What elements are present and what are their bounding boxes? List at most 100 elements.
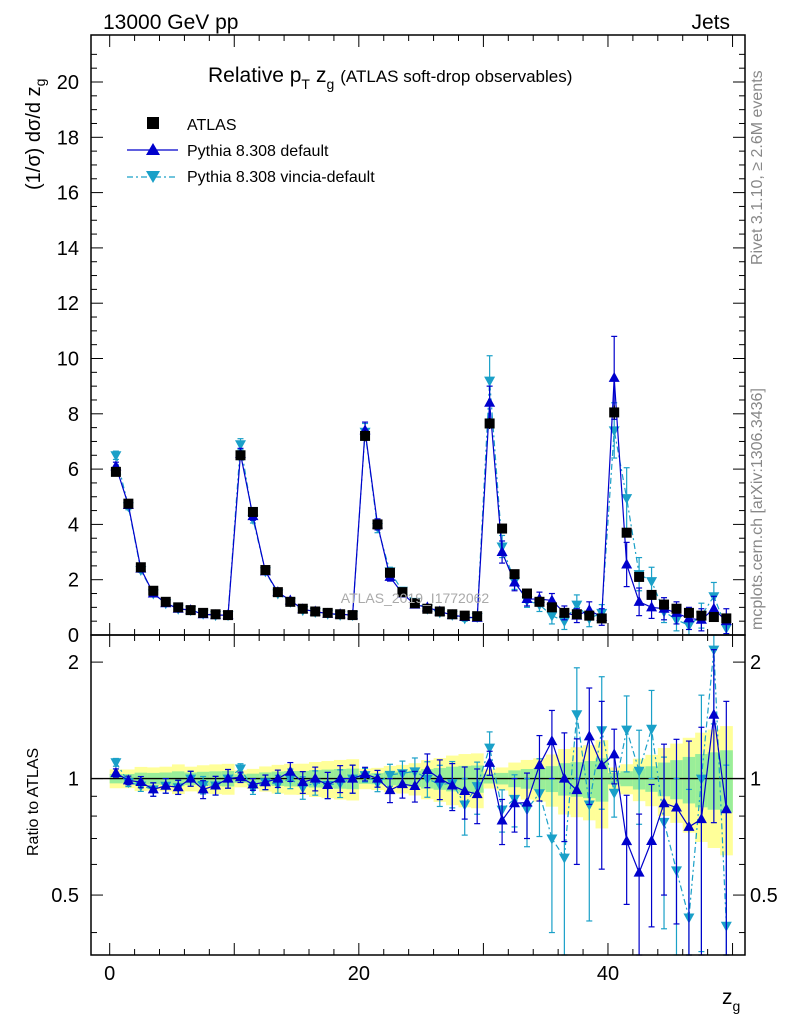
legend-atlas-label: ATLAS [187, 117, 237, 134]
data-point-atlas [110, 466, 121, 477]
data-point-atlas [397, 587, 408, 598]
ratio-point-default [110, 766, 122, 777]
ratio-point-vincia [110, 758, 122, 769]
data-point-default [496, 546, 508, 557]
data-point-atlas [297, 603, 308, 614]
x-axis-label: zg [722, 986, 740, 1014]
y-axis-label-main-text: (1/σ) dσ/d z [23, 86, 45, 190]
y-axis-label-main-sub: g [32, 79, 48, 87]
title-suffix: (ATLAS soft-drop observables) [340, 67, 572, 86]
data-point-atlas [123, 498, 134, 509]
ratio-point-vincia [633, 766, 645, 777]
ratio-point-vincia [234, 764, 246, 775]
y-tick-label-main: 6 [68, 459, 79, 481]
data-point-atlas [609, 407, 620, 418]
ratio-point-default [633, 866, 645, 877]
data-point-atlas [422, 603, 433, 614]
data-point-default [546, 594, 558, 605]
ratio-point-default [122, 774, 134, 785]
plot-title: Relative pT zg (ATLAS soft-drop observable… [208, 64, 572, 92]
data-point-vincia [484, 376, 496, 387]
data-point-atlas [683, 607, 694, 618]
ratio-point-default [558, 772, 570, 783]
y-tick-label-ratio-right: 1 [750, 769, 761, 791]
main-panel-data [110, 335, 732, 636]
data-point-atlas [659, 599, 670, 610]
ratio-point-vincia [608, 788, 620, 799]
data-point-atlas [708, 612, 719, 623]
data-point-atlas [721, 613, 732, 624]
ratio-point-default [708, 708, 720, 719]
ratio-point-default [596, 759, 608, 770]
ratio-point-default [322, 779, 334, 790]
title-main: Relative p [208, 64, 301, 87]
ratio-point-default [459, 785, 471, 796]
ratio-point-default [608, 748, 620, 759]
ratio-point-default [658, 797, 670, 808]
ratio-point-vincia [384, 770, 396, 781]
ratio-line-2 [115, 649, 727, 926]
data-point-atlas [223, 610, 234, 621]
ratio-point-default [384, 784, 396, 795]
data-point-atlas [434, 606, 445, 617]
ratio-point-default [185, 772, 197, 783]
data-point-atlas [185, 605, 196, 616]
data-point-vincia [571, 600, 583, 611]
data-point-atlas [210, 609, 221, 620]
ratio-panel-data [110, 634, 732, 956]
ratio-point-default [621, 835, 633, 846]
data-point-atlas [335, 609, 346, 620]
data-point-atlas [497, 523, 508, 534]
data-point-atlas [360, 430, 371, 441]
ratio-point-default [222, 772, 234, 783]
y-tick-label-main: 20 [57, 72, 79, 94]
data-point-atlas [522, 588, 532, 599]
ratio-point-default [571, 784, 583, 795]
data-point-default [633, 595, 645, 606]
data-point-atlas [148, 585, 159, 596]
legend-vincia-label: Pythia 8.308 vincia-default [187, 169, 375, 186]
data-point-atlas [472, 611, 483, 622]
data-point-atlas [534, 596, 545, 607]
data-point-atlas [272, 587, 283, 598]
data-point-atlas [235, 450, 246, 461]
y-tick-label-main: 18 [57, 127, 79, 149]
data-point-atlas [559, 607, 570, 618]
y-tick-label-ratio-right: 0.5 [750, 885, 778, 907]
ratio-point-vincia [484, 743, 496, 754]
ratio-point-vincia [571, 710, 583, 721]
ratio-point-default [683, 820, 695, 831]
data-point-default [708, 602, 720, 613]
ratio-point-default [210, 779, 222, 790]
ratio-point-default [197, 783, 209, 794]
x-axis-label-sub: g [733, 998, 741, 1014]
ratio-point-default [272, 772, 284, 783]
data-point-atlas [459, 610, 470, 621]
y-tick-label-ratio-right: 2 [750, 652, 761, 674]
ratio-point-default [160, 779, 172, 790]
ratio-point-default [135, 776, 147, 787]
ratio-point-vincia [546, 834, 558, 845]
data-point-default [621, 558, 633, 569]
x-tick-label: 0 [104, 963, 115, 985]
ratio-point-default [646, 835, 658, 846]
rivet-label: Rivet 3.1.10, ≥ 2.6M events [749, 70, 766, 265]
data-point-atlas [310, 606, 321, 617]
data-point-vincia [234, 440, 246, 451]
ratio-point-default [670, 801, 682, 812]
ratio-frame [90, 634, 746, 956]
title-sub-t: T [301, 76, 310, 92]
ratio-point-default [234, 771, 246, 782]
y-tick-label-main: 14 [57, 238, 79, 260]
data-point-default [646, 601, 658, 612]
data-point-atlas [621, 527, 632, 538]
ratio-point-default [446, 779, 458, 790]
y-tick-label-main: 2 [68, 570, 79, 592]
data-point-atlas [546, 602, 557, 613]
ratio-point-vincia [558, 853, 570, 864]
ratio-point-default [259, 776, 271, 787]
ratio-point-default [334, 772, 346, 783]
ratio-point-default [147, 783, 159, 794]
ratio-point-default [396, 778, 408, 789]
